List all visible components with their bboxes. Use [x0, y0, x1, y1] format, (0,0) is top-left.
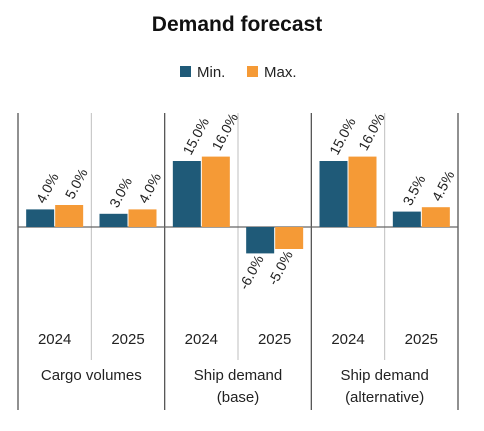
year-label: 2024: [331, 331, 364, 348]
year-label: 2024: [38, 331, 71, 348]
data-label: 16.0%: [355, 110, 388, 153]
bar: [319, 161, 348, 227]
data-label: 16.0%: [208, 110, 241, 153]
bar: [275, 227, 304, 249]
data-label: -5.0%: [265, 248, 296, 288]
data-label: 4.0%: [135, 170, 164, 206]
chart-title: Demand forecast: [152, 13, 322, 36]
group-label: Ship demand: [194, 367, 282, 384]
year-label: 2025: [111, 331, 144, 348]
group-label: Ship demand: [340, 367, 428, 384]
bar: [201, 156, 230, 227]
group-label: (base): [217, 389, 260, 406]
data-label: 4.5%: [428, 168, 457, 204]
data-label: 3.5%: [399, 172, 428, 208]
bar: [99, 213, 128, 227]
legend-swatch-max: [247, 66, 258, 77]
group-label: Cargo volumes: [41, 367, 142, 384]
data-label: 3.0%: [106, 175, 135, 211]
bar: [246, 227, 275, 254]
bar: [172, 161, 201, 227]
bar: [348, 156, 377, 227]
data-label: 15.0%: [326, 115, 359, 158]
legend-swatch-min: [180, 66, 191, 77]
data-label: 4.0%: [33, 170, 62, 206]
bar: [55, 205, 84, 227]
legend-label-max: Max.: [264, 64, 297, 81]
bar: [421, 207, 450, 227]
legend-label-min: Min.: [197, 64, 225, 81]
data-label: 15.0%: [179, 115, 212, 158]
year-label: 2024: [185, 331, 218, 348]
year-label: 2025: [258, 331, 291, 348]
data-label: -6.0%: [236, 252, 267, 292]
group-label: (alternative): [345, 389, 424, 406]
year-label: 2025: [405, 331, 438, 348]
data-label: 5.0%: [62, 166, 91, 202]
legend: Min. Max.: [180, 64, 297, 81]
bar: [128, 209, 157, 227]
bar: [392, 211, 421, 227]
bar: [26, 209, 55, 227]
